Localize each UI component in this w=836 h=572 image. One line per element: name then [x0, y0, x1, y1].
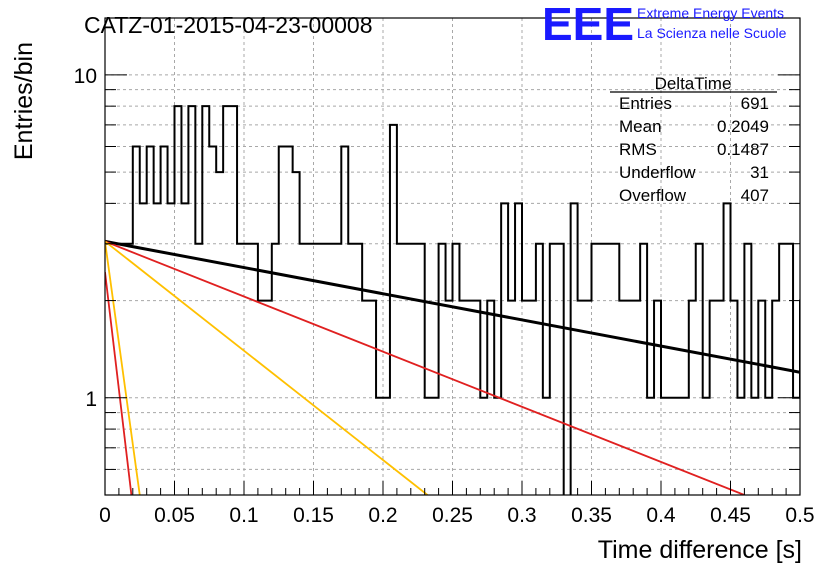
- x-tick-label: 0.2: [368, 504, 397, 527]
- y-axis-label: Entries/bin: [10, 42, 38, 160]
- stats-value-underflow: 31: [750, 163, 769, 182]
- stats-box: DeltaTime Entries 691 Mean 0.2049 RMS 0.…: [610, 74, 777, 205]
- x-tick-label: 0.05: [154, 504, 195, 527]
- x-tick-label: 0.1: [229, 504, 258, 527]
- stats-label-mean: Mean: [619, 117, 662, 136]
- axis-ticks: 0 0.05 0.1 0.15 0.2 0.25 0.3 0.35 0.4 0.45 0.5 1 10: [74, 65, 815, 527]
- y-tick-label: 1: [85, 388, 97, 411]
- stats-value-rms: 0.1487: [717, 140, 769, 159]
- stats-value-overflow: 407: [741, 186, 769, 205]
- x-tick-label: 0.4: [646, 504, 676, 527]
- fit-curve-1: [105, 239, 800, 374]
- x-axis-label: Time difference [s]: [598, 536, 802, 564]
- stats-label-underflow: Underflow: [619, 163, 696, 182]
- fit-curves: [105, 239, 800, 495]
- x-tick-label: 0.3: [507, 504, 536, 527]
- grid: [105, 18, 800, 495]
- fit-curve-3: [105, 240, 429, 495]
- stats-label-overflow: Overflow: [619, 186, 687, 205]
- stats-label-entries: Entries: [619, 94, 672, 113]
- eee-logo: EEE Extreme Energy Events La Scienza nel…: [542, 0, 787, 50]
- y-tick-label: 10: [74, 65, 97, 88]
- fit-curve-5: [105, 272, 133, 495]
- fit-curve-4: [105, 241, 141, 495]
- stats-label-rms: RMS: [619, 140, 657, 159]
- x-tick-label: 0.5: [785, 504, 814, 527]
- logo-line-2: La Scienza nelle Scuole: [637, 25, 787, 41]
- x-tick-label: 0.15: [293, 504, 334, 527]
- x-tick-label: 0.25: [432, 504, 473, 527]
- logo-line-1: Extreme Energy Events: [637, 5, 784, 21]
- stats-title: DeltaTime: [655, 74, 732, 93]
- histogram-outline: [105, 105, 800, 495]
- x-tick-label: 0.45: [710, 504, 751, 527]
- x-tick-label: 0: [99, 504, 111, 527]
- x-tick-label: 0.35: [571, 504, 612, 527]
- logo-letters: EEE: [542, 0, 634, 50]
- chart-title: CATZ-01-2015-04-23-00008: [84, 12, 373, 38]
- stats-value-entries: 691: [741, 94, 769, 113]
- histogram: [105, 105, 800, 495]
- fit-curve-2: [105, 240, 745, 495]
- stats-value-mean: 0.2049: [717, 117, 769, 136]
